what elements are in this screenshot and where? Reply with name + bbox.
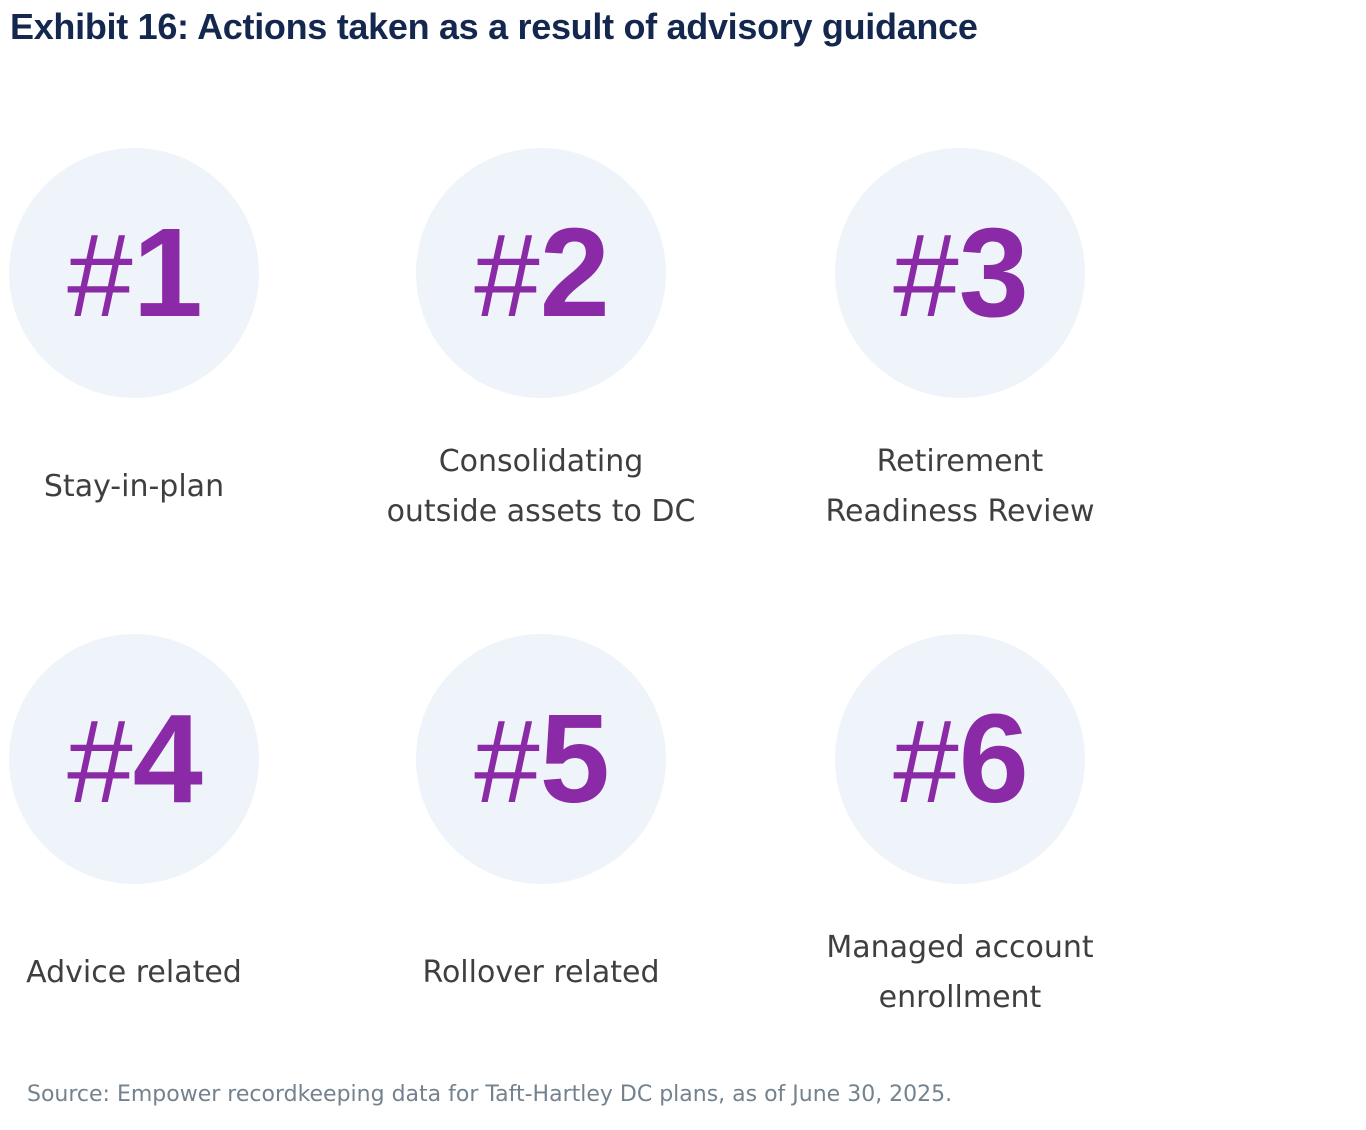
action-label-box: Managed account enrollment [826, 920, 1093, 1026]
rank-circle-2: #2 [416, 148, 666, 398]
hash-symbol: # [67, 696, 133, 828]
rank-circle-5: #5 [416, 634, 666, 884]
action-label-box: Advice related [26, 920, 242, 1026]
hash-symbol: # [474, 210, 540, 342]
action-label: Managed account enrollment [826, 930, 1094, 1015]
action-label-box: Rollover related [422, 920, 659, 1026]
action-item-5: #5 Rollover related [311, 634, 771, 1026]
rank-digit: 4 [132, 688, 203, 829]
action-item-1: #1 Stay-in-plan [0, 148, 364, 540]
action-item-3: #3 Retirement Readiness Review [730, 148, 1190, 540]
action-label-box: Consolidating outside assets to DC [387, 434, 696, 540]
rank-circle-1: #1 [9, 148, 259, 398]
rank-circle-6: #6 [835, 634, 1085, 884]
rank-number-2: #2 [474, 210, 610, 336]
rank-number-1: #1 [67, 210, 203, 336]
exhibit-title: Exhibit 16: Actions taken as a result of… [10, 6, 978, 47]
rank-number-4: #4 [67, 696, 203, 822]
hash-symbol: # [893, 696, 959, 828]
action-label: Stay-in-plan [43, 469, 225, 504]
action-label: Retirement Readiness Review [825, 444, 1095, 529]
action-label-box: Retirement Readiness Review [825, 434, 1094, 540]
rank-digit: 6 [958, 688, 1029, 829]
rank-digit: 5 [539, 688, 610, 829]
rank-digit: 1 [132, 202, 203, 343]
action-item-2: #2 Consolidating outside assets to DC [311, 148, 771, 540]
action-label: Rollover related [422, 955, 660, 990]
rank-digit: 3 [958, 202, 1029, 343]
action-label: Consolidating outside assets to DC [386, 444, 696, 529]
action-label-box: Stay-in-plan [44, 434, 224, 540]
action-item-6: #6 Managed account enrollment [730, 634, 1190, 1026]
hash-symbol: # [474, 696, 540, 828]
rank-circle-3: #3 [835, 148, 1085, 398]
source-note: Source: Empower recordkeeping data for T… [27, 1082, 953, 1107]
rank-digit: 2 [539, 202, 610, 343]
action-item-4: #4 Advice related [0, 634, 364, 1026]
rank-circle-4: #4 [9, 634, 259, 884]
rank-number-6: #6 [893, 696, 1029, 822]
action-label: Advice related [26, 955, 242, 990]
hash-symbol: # [67, 210, 133, 342]
rank-number-5: #5 [474, 696, 610, 822]
hash-symbol: # [893, 210, 959, 342]
rank-number-3: #3 [893, 210, 1029, 336]
